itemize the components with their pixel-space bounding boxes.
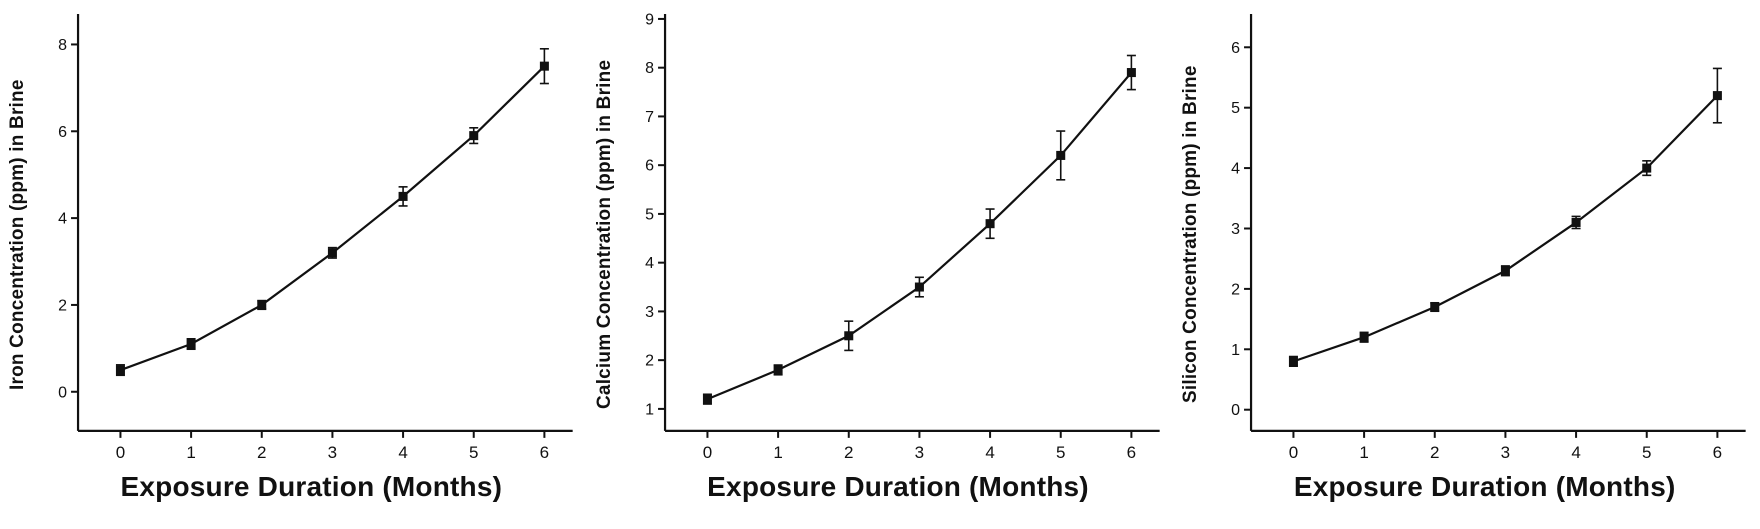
- chart-silicon: Silicon Concentration (ppm) in Brine 0 1 2…: [1173, 0, 1760, 529]
- svg-text:1: 1: [186, 443, 195, 462]
- svg-text:0: 0: [116, 443, 125, 462]
- svg-text:6: 6: [58, 123, 67, 141]
- svg-text:2: 2: [844, 443, 853, 462]
- chart-calcium: Calcium Concentration (ppm) in Brine 1 2 3…: [586, 0, 1174, 529]
- svg-text:4: 4: [985, 443, 994, 462]
- svg-text:0: 0: [702, 443, 711, 462]
- svg-text:9: 9: [645, 10, 654, 28]
- svg-text:2: 2: [58, 296, 67, 314]
- svg-text:2: 2: [645, 352, 654, 370]
- iron-plot-area: 0 2 4 6 8 0 1 2 3 4 5 6: [58, 14, 573, 462]
- svg-text:8: 8: [645, 59, 654, 77]
- svg-text:3: 3: [645, 303, 654, 321]
- svg-text:1: 1: [1360, 443, 1369, 462]
- calcium-plot-area: 1 2 3 4 5 6 7 8 9 0 1 2 3 4 5 6: [645, 10, 1160, 462]
- svg-text:3: 3: [328, 443, 337, 462]
- calcium-x-axis-label: Exposure Duration (Months): [707, 471, 1089, 502]
- silicon-y-axis-label: Silicon Concentration (ppm) in Brine: [1180, 65, 1202, 404]
- svg-text:2: 2: [1430, 443, 1439, 462]
- svg-text:4: 4: [1572, 443, 1581, 462]
- iron-y-axis-label: Iron Concentration (ppm) in Brine: [7, 79, 28, 390]
- svg-text:3: 3: [1231, 220, 1240, 238]
- svg-text:6: 6: [1231, 39, 1240, 57]
- svg-text:2: 2: [1231, 280, 1240, 298]
- svg-text:6: 6: [540, 443, 549, 462]
- svg-text:2: 2: [257, 443, 266, 462]
- svg-text:3: 3: [1501, 443, 1510, 462]
- svg-text:1: 1: [645, 400, 654, 418]
- svg-text:1: 1: [773, 443, 782, 462]
- svg-text:5: 5: [645, 205, 654, 223]
- svg-text:4: 4: [645, 254, 654, 272]
- calcium-y-axis-label: Calcium Concentration (ppm) in Brine: [593, 59, 615, 410]
- svg-text:7: 7: [645, 108, 654, 126]
- svg-text:5: 5: [1056, 443, 1065, 462]
- iron-x-axis-label: Exposure Duration (Months): [120, 471, 503, 502]
- svg-text:3: 3: [914, 443, 923, 462]
- silicon-x-axis-label: Exposure Duration (Months): [1293, 471, 1676, 502]
- svg-text:0: 0: [58, 383, 67, 401]
- svg-text:0: 0: [1289, 443, 1298, 462]
- svg-text:6: 6: [645, 157, 654, 175]
- svg-text:6: 6: [1126, 443, 1135, 462]
- svg-text:1: 1: [1231, 341, 1240, 359]
- svg-text:5: 5: [469, 443, 478, 462]
- svg-text:4: 4: [58, 210, 67, 228]
- svg-text:8: 8: [58, 36, 67, 54]
- svg-text:0: 0: [1231, 401, 1240, 419]
- svg-text:6: 6: [1713, 443, 1722, 462]
- svg-text:4: 4: [1231, 160, 1240, 178]
- svg-text:5: 5: [1642, 443, 1651, 462]
- svg-text:5: 5: [1231, 99, 1240, 117]
- svg-text:4: 4: [398, 443, 407, 462]
- silicon-plot-area: 0 1 2 3 4 5 6 0 1 2 3 4 5 6: [1231, 14, 1746, 462]
